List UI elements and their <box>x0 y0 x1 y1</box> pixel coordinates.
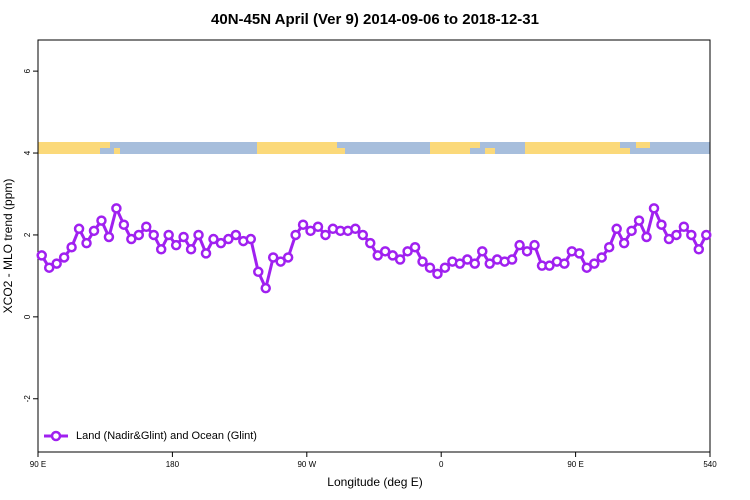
data-point <box>462 254 473 265</box>
x-tick-label: 90 W <box>297 460 316 469</box>
data-point <box>267 252 279 263</box>
data-point <box>305 225 316 237</box>
x-tick-label: 540 <box>703 460 717 469</box>
x-tick-label: 90 E <box>30 460 46 469</box>
data-point <box>529 239 540 251</box>
data-point <box>66 241 77 253</box>
x-axis-label: Longitude (deg E) <box>327 475 422 489</box>
data-point <box>656 219 667 230</box>
data-point <box>402 246 413 257</box>
data-point <box>275 256 286 267</box>
data-point <box>193 229 204 241</box>
data-point <box>320 229 331 241</box>
data-point <box>365 237 376 249</box>
data-point <box>282 252 294 263</box>
data-point <box>409 241 421 253</box>
data-point <box>626 225 637 237</box>
data-point <box>521 246 533 257</box>
chart-title: 40N-45N April (Ver 9) 2014-09-06 to 2018… <box>211 11 539 28</box>
data-point <box>357 229 369 241</box>
data-point <box>544 260 555 271</box>
data-point <box>230 229 242 241</box>
data-point <box>163 229 174 241</box>
data-point <box>417 256 428 267</box>
data-point <box>111 203 122 214</box>
data-point <box>88 225 100 237</box>
data-point <box>641 231 652 243</box>
data-point <box>686 229 697 241</box>
data-point <box>96 215 107 226</box>
x-tick-label: 90 E <box>567 460 583 469</box>
y-tick-label: 0 <box>23 314 32 319</box>
data-point <box>678 221 690 233</box>
y-tick-label: 6 <box>23 68 32 73</box>
data-point <box>618 237 630 249</box>
data-point <box>372 250 383 261</box>
data-point <box>215 237 227 249</box>
data-point <box>223 233 234 245</box>
data-point <box>611 223 622 235</box>
data-point <box>394 254 406 265</box>
data-point <box>81 237 92 249</box>
y-axis-label: XCO2 - MLO trend (ppm) <box>1 179 15 314</box>
data-point <box>170 239 182 251</box>
data-point <box>253 266 264 278</box>
data-point <box>596 252 607 263</box>
data-point <box>185 244 197 255</box>
data-point <box>103 231 115 243</box>
data-point <box>312 221 324 233</box>
data-point <box>477 246 488 257</box>
plot-frame <box>37 39 711 453</box>
data-point <box>58 252 70 263</box>
data-point <box>574 248 585 259</box>
x-tick-label: 0 <box>439 460 444 469</box>
data-point <box>701 229 712 241</box>
data-point <box>559 258 570 269</box>
surface-band <box>38 142 710 154</box>
data-point <box>663 233 675 245</box>
data-point <box>141 221 152 233</box>
data-point <box>43 262 55 273</box>
legend-marker <box>50 430 62 442</box>
data-point <box>178 231 189 243</box>
data-point <box>603 241 615 253</box>
x-tick-label: 180 <box>166 460 180 469</box>
data-point <box>589 258 600 269</box>
data-point <box>73 223 85 235</box>
data-point <box>245 233 257 245</box>
data-point <box>155 244 167 255</box>
data-point <box>126 233 137 245</box>
data-point <box>693 244 705 255</box>
data-point <box>484 258 495 269</box>
data-point <box>148 229 159 241</box>
data-point <box>133 229 145 241</box>
y-tick-label: 4 <box>23 150 32 155</box>
y-tick-label: 2 <box>23 232 32 237</box>
data-point <box>424 262 436 273</box>
data-point <box>387 250 398 261</box>
data-point <box>118 219 130 230</box>
data-point <box>36 250 47 261</box>
y-tick-label: -2 <box>23 395 32 403</box>
data-point <box>200 248 212 259</box>
data-point <box>581 262 593 273</box>
data-point <box>671 229 682 241</box>
data-point <box>648 203 660 214</box>
data-point <box>51 258 62 269</box>
data-point <box>290 229 301 241</box>
data-point <box>469 258 481 269</box>
data-point <box>379 246 391 257</box>
data-point <box>432 268 443 280</box>
data-point <box>454 258 466 269</box>
data-point <box>514 239 525 251</box>
data-point <box>208 233 219 245</box>
data-point <box>633 215 645 226</box>
data-point <box>260 282 271 294</box>
data-point <box>439 262 451 273</box>
data-point <box>506 254 518 265</box>
data-point <box>350 223 361 235</box>
legend-label: Land (Nadir&Glint) and Ocean (Glint) <box>76 430 257 442</box>
data-point <box>297 219 309 230</box>
